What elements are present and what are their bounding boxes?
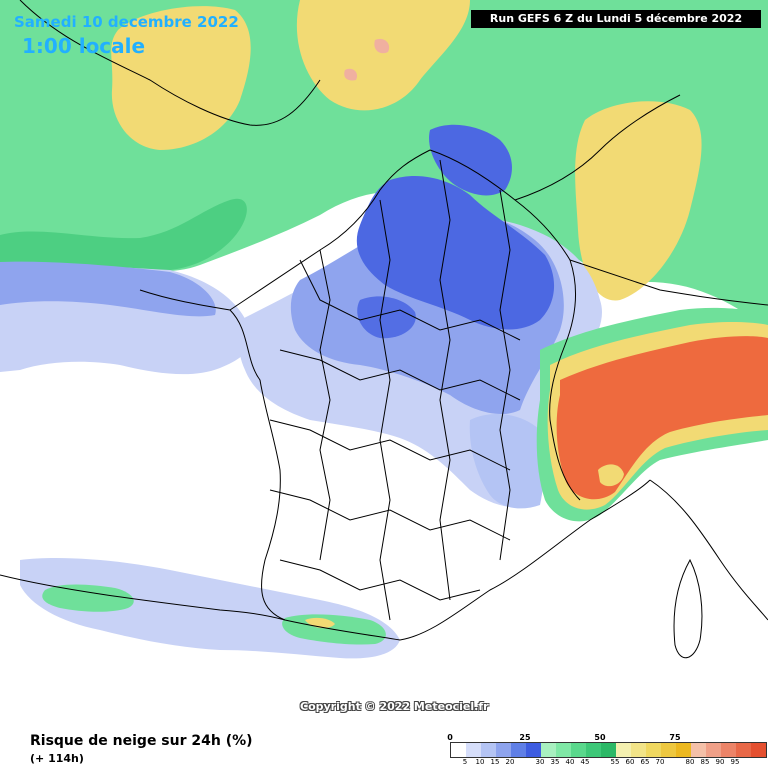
dept-grid-4 xyxy=(269,489,511,541)
legend-minor-label: 80 xyxy=(685,758,695,766)
snow-risk-yellow-alps-core xyxy=(598,464,624,487)
legend-minor-label: 10 xyxy=(475,758,485,766)
legend-swatch xyxy=(706,743,721,757)
legend-swatch xyxy=(556,743,571,757)
snow-risk-green-atlantic xyxy=(42,584,134,612)
legend-swatch xyxy=(751,743,766,757)
forecast-date: Samedi 10 decembre 2022 xyxy=(14,13,239,31)
dept-grid-5 xyxy=(279,559,481,601)
dept-grid-v3 xyxy=(439,159,451,601)
legend-swatch xyxy=(661,743,676,757)
legend-minor-label: 65 xyxy=(640,758,650,766)
snow-risk-orange-alps xyxy=(556,336,768,500)
legend-minor-label: 60 xyxy=(625,758,635,766)
snow-risk-blue-dark-east xyxy=(429,124,512,196)
france-north-coast xyxy=(229,149,431,311)
legend-swatch xyxy=(601,743,616,757)
legend-swatch xyxy=(586,743,601,757)
lead-time: (+ 114h) xyxy=(30,752,84,765)
snow-risk-green-dark xyxy=(0,198,247,272)
legend-minor-label: 90 xyxy=(715,758,725,766)
east-border xyxy=(429,149,581,501)
legend-major-label: 0 xyxy=(447,733,453,742)
snow-risk-blue-dark-paris xyxy=(357,296,416,339)
legend-major-label: 50 xyxy=(594,733,606,742)
legend-minor-label: 35 xyxy=(550,758,560,766)
legend-swatch xyxy=(676,743,691,757)
legend-minor-label: 45 xyxy=(580,758,590,766)
legend-swatch xyxy=(571,743,586,757)
legend-swatch xyxy=(511,743,526,757)
snow-risk-yellow-north-sea xyxy=(296,0,470,111)
germany-border xyxy=(514,94,681,201)
legend-minor-label: 40 xyxy=(565,758,575,766)
snow-risk-yellow-germany xyxy=(575,101,702,301)
legend-swatch xyxy=(691,743,706,757)
legend-swatch xyxy=(451,743,466,757)
color-legend: 0 25 50 75 5 10 15 20 30 35 40 45 55 60 65 70 80 85 90… xyxy=(447,733,767,766)
dept-grid-v4 xyxy=(499,189,511,561)
italy-border xyxy=(649,479,768,621)
snow-risk-blue-mid-west xyxy=(0,261,216,317)
legend-swatch xyxy=(631,743,646,757)
borders xyxy=(0,0,768,658)
variable-title: Risque de neige sur 24h (%) xyxy=(30,733,253,749)
legend-swatch xyxy=(616,743,631,757)
dept-grid-2 xyxy=(279,349,521,401)
dept-grid-v2 xyxy=(379,199,391,621)
corsica xyxy=(673,558,703,658)
snow-risk-blue-dark-center xyxy=(356,175,555,330)
legend-minor-label: 85 xyxy=(700,758,710,766)
legend-minor-label: 55 xyxy=(610,758,620,766)
snow-risk-yellow-uk xyxy=(111,6,251,151)
forecast-time: 1:00 locale xyxy=(22,34,146,58)
france-coastline xyxy=(139,289,651,641)
legend-swatch xyxy=(481,743,496,757)
uk-coast xyxy=(19,0,321,126)
legend-swatch xyxy=(721,743,736,757)
legend-minor-label: 30 xyxy=(535,758,545,766)
snow-risk-blue-rhone xyxy=(469,414,545,509)
legend-minor-label: 95 xyxy=(730,758,740,766)
legend-swatch xyxy=(466,743,481,757)
copyright-text: Copyright © 2022 Meteociel.fr xyxy=(300,700,489,713)
legend-swatch xyxy=(541,743,556,757)
legend-minor-label: 15 xyxy=(490,758,500,766)
legend-swatch xyxy=(526,743,541,757)
legend-major-label: 75 xyxy=(669,733,681,742)
legend-swatch xyxy=(646,743,661,757)
legend-color-bar xyxy=(450,742,767,758)
legend-minor-label: 20 xyxy=(505,758,515,766)
run-label: Run GEFS 6 Z du Lundi 5 décembre 2022 xyxy=(471,10,761,28)
legend-minor-label: 5 xyxy=(462,758,468,766)
switzerland-border xyxy=(569,259,768,306)
dept-grid-3 xyxy=(269,419,511,471)
snow-risk-pink-dots xyxy=(344,38,390,81)
dept-grid-v1 xyxy=(319,249,331,561)
spain-coast xyxy=(0,574,286,621)
legend-swatch xyxy=(736,743,751,757)
legend-swatch xyxy=(496,743,511,757)
legend-minor-label: 70 xyxy=(655,758,665,766)
dept-grid-1 xyxy=(299,259,521,341)
legend-major-label: 25 xyxy=(519,733,531,742)
